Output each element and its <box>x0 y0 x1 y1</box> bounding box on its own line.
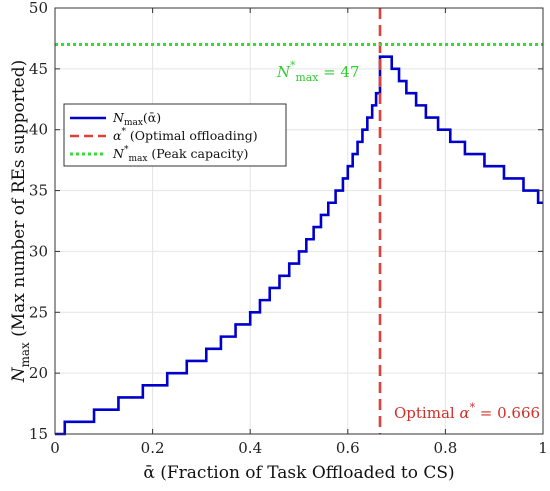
y-tick-label: 50 <box>29 0 48 17</box>
legend-entry: α* (Optimal offloading) <box>113 127 258 143</box>
x-tick-label: 0.4 <box>238 439 262 457</box>
y-tick-label: 15 <box>29 425 48 443</box>
ticks: 0 0.2 0.4 0.6 0.8 1 15 20 25 30 35 40 45 50 <box>29 0 548 457</box>
legend-entry: Nmax(ᾱ) <box>112 110 161 128</box>
y-tick-label: 30 <box>29 242 48 260</box>
y-tick-label: 40 <box>29 121 48 139</box>
y-axis-label: Nmax (Max number of REs supported) <box>9 60 32 384</box>
optimal-annotation: Optimal α* = 0.666 <box>394 401 540 422</box>
axis-labels: ᾱ (Fraction of Task Offloaded to CS) Nmax… <box>9 60 455 483</box>
x-tick-label: 0.8 <box>433 439 457 457</box>
plot-frame <box>54 7 544 435</box>
y-tick-label: 20 <box>29 364 48 382</box>
legend-entry: N*max (Peak capacity) <box>112 145 248 164</box>
y-tick-label: 25 <box>29 303 48 321</box>
legend: Nmax(ᾱ)α* (Optimal offloading) N*max (Pea… <box>63 103 287 167</box>
annotations: N*max = 47 Optimal α* = 0.666 <box>276 59 540 422</box>
peak-annotation: N*max = 47 <box>276 59 360 84</box>
y-axis-label-group: Nmax (Max number of REs supported) <box>9 60 32 384</box>
x-axis-label: ᾱ (Fraction of Task Offloaded to CS) <box>143 463 454 483</box>
series-layer <box>55 8 543 436</box>
x-tick-label: 0.6 <box>336 439 360 457</box>
x-tick-label: 0.2 <box>141 439 165 457</box>
x-tick-label: 1 <box>538 439 548 457</box>
y-tick-label: 45 <box>29 60 48 78</box>
series-step-line <box>55 55 543 436</box>
y-tick-label: 35 <box>29 182 48 200</box>
x-tick-label: 0 <box>50 439 60 457</box>
